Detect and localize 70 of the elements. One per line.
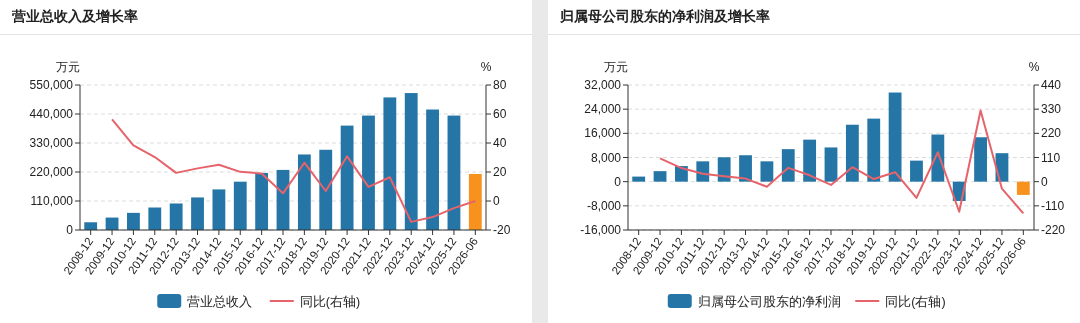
y-tick-label: 0 [614,174,622,189]
bar [1016,181,1030,195]
y-tick-label: 440,000 [29,107,74,121]
bar [845,124,859,182]
y-tick-label: 32,000 [584,78,622,92]
y-tick-label: 220,000 [29,165,74,179]
bar [404,93,418,230]
bar [781,149,795,182]
legend-label: 营业总收入 [187,294,253,309]
y2-tick-label: -220 [1041,223,1066,237]
y2-tick-label: 110 [1041,150,1061,165]
legend-label: 同比(右轴) [299,294,361,309]
y2-tick-label: 330 [1041,102,1062,117]
bar [426,109,439,230]
y2-tick-label: 60 [493,107,507,121]
bar [888,92,902,182]
y2-tick-label: 220 [1041,126,1062,141]
y-axis-title: 万元 [604,60,628,74]
y2-tick-label: 80 [493,78,507,92]
y2-tick-label: 20 [493,165,507,179]
line-series [111,118,477,223]
y2-tick-label: 40 [493,136,507,150]
y2-tick-label: -110 [1041,198,1065,213]
bar [910,160,923,182]
y2-tick-label: 440 [1041,78,1062,92]
bar [362,115,375,230]
bar [191,197,204,230]
y-tick-label: 550,000 [29,78,74,92]
bar [653,171,667,182]
bar [760,161,774,182]
y2-tick-label: 0 [1041,174,1048,189]
line-series [659,109,1025,215]
bar [383,97,397,230]
y2-tick-label: -20 [493,223,511,237]
bar [632,176,646,182]
bar [974,137,987,182]
y-tick-label: 8,000 [590,150,622,165]
bar [255,172,269,230]
y-axis-title: 万元 [56,60,80,74]
bar [148,207,162,230]
y-tick-label: 16,000 [584,126,622,141]
bar [468,173,482,230]
y2-tick-label: 0 [493,194,500,208]
bar [447,115,461,230]
y2-axis-title: % [480,60,492,74]
y-tick-label: -16,000 [580,223,622,237]
bar [696,161,710,182]
bar [803,139,817,182]
chart-title: 归属母公司股东的净利润及增长率 [560,8,770,26]
bar [717,157,731,182]
bar [127,212,140,230]
bar [212,189,226,230]
bar [824,147,838,182]
chart-title: 营业总收入及增长率 [12,8,138,26]
y-tick-label: 330,000 [29,136,74,150]
legend-label: 归属母公司股东的净利润 [697,294,841,309]
y2-axis-title: % [1028,60,1040,74]
bar [739,155,752,182]
legend-label: 同比(右轴) [885,294,946,309]
bar [297,154,311,230]
y-tick-label: 24,000 [584,102,622,117]
y-tick-label: -8,000 [586,198,622,213]
y-tick-label: 0 [66,223,74,237]
bar [319,149,333,230]
bar [233,181,247,230]
bar [84,222,98,230]
bar [867,118,881,182]
bar [169,203,183,230]
y-tick-label: 110,000 [30,194,74,208]
bar [340,125,354,230]
